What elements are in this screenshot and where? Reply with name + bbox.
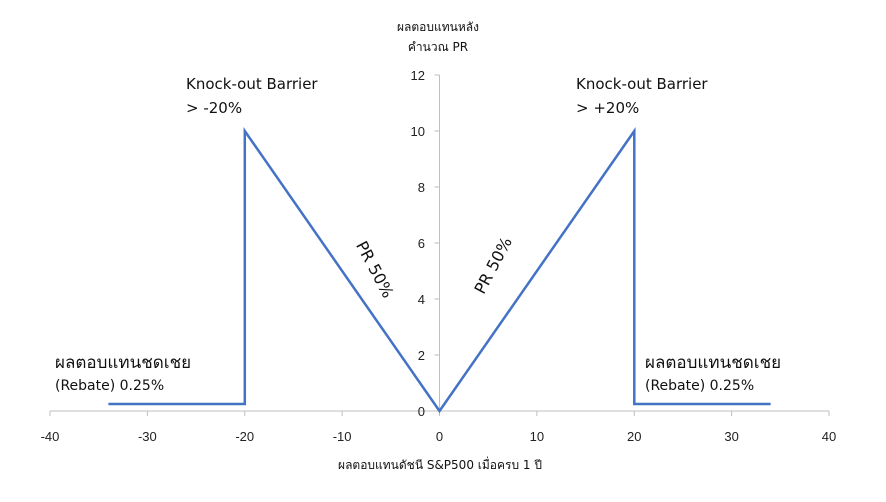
left-rebate-label-line2: (Rebate) 0.25% bbox=[55, 378, 164, 394]
y-axis-title-line1: ผลตอบแทนหลัง bbox=[397, 20, 479, 34]
x-axis-title: ผลตอบแทนดัชนี S&P500 เมื่อครบ 1 ปี bbox=[338, 456, 542, 472]
y-axis-title-line2: คำนวณ PR bbox=[408, 40, 468, 54]
series-layer bbox=[108, 127, 771, 414]
payoff-line bbox=[108, 127, 771, 414]
y-tick-label: 2 bbox=[418, 348, 425, 363]
left-rebate-label-line1: ผลตอบแทนชดเชย bbox=[55, 353, 191, 373]
tick-labels: -40 -30 -20 -10 0 10 20 30 40 0 2 4 6 8 10 12 bbox=[41, 68, 837, 444]
right-slope-label: PR 50% bbox=[470, 234, 516, 297]
x-tick-label: 0 bbox=[436, 429, 443, 444]
y-tick-label: 12 bbox=[411, 68, 425, 83]
x-tick-label: -20 bbox=[235, 429, 254, 444]
y-tick-label: 4 bbox=[418, 292, 425, 307]
x-tick-label: 20 bbox=[627, 429, 641, 444]
y-tick-label: 10 bbox=[411, 124, 425, 139]
right-rebate-label-line2: (Rebate) 0.25% bbox=[645, 378, 754, 394]
left-slope-label: PR 50% bbox=[352, 238, 398, 301]
right-barrier-label-line1: Knock-out Barrier bbox=[576, 75, 708, 93]
x-tick-label: 10 bbox=[530, 429, 544, 444]
x-tick-label: 40 bbox=[822, 429, 836, 444]
x-tick-label: -40 bbox=[41, 429, 60, 444]
x-tick-label: -10 bbox=[333, 429, 352, 444]
left-barrier-label-line1: Knock-out Barrier bbox=[186, 75, 318, 93]
x-tick-label: -30 bbox=[138, 429, 157, 444]
right-rebate-label-line1: ผลตอบแทนชดเชย bbox=[645, 353, 781, 373]
y-tick-label: 0 bbox=[418, 404, 425, 419]
right-barrier-label-line2: > +20% bbox=[576, 99, 639, 117]
y-tick-label: 8 bbox=[418, 180, 425, 195]
y-tick-label: 6 bbox=[418, 236, 425, 251]
x-tick-label: 30 bbox=[724, 429, 738, 444]
left-barrier-label-line2: > -20% bbox=[186, 99, 242, 117]
